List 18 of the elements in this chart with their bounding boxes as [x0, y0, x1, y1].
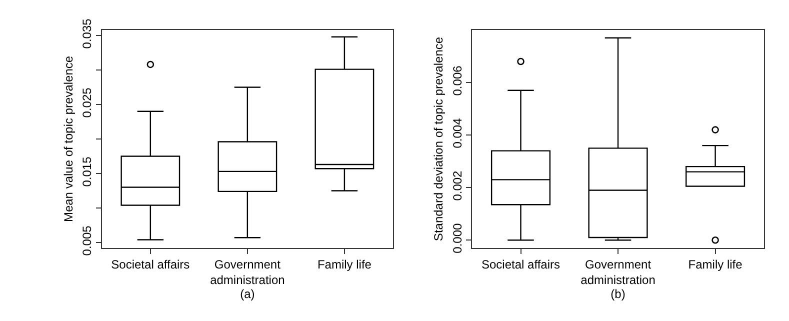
y-tick-label: 0.005: [80, 225, 94, 256]
x-tick-label: Family life: [317, 257, 372, 272]
y-tick-label: 0.002: [450, 170, 464, 201]
y-axis-title: Mean value of topic prevalence: [61, 56, 76, 222]
x-tick-label: Government administration: [210, 257, 285, 287]
y-tick-label: 0.015: [80, 156, 94, 187]
y-tick-label: 0.006: [450, 65, 464, 96]
x-tick-label: Family life: [688, 257, 743, 272]
y-tick-label: 0.000: [450, 222, 464, 254]
x-tick-label: Societal affairs: [111, 257, 190, 272]
y-tick-label: 0.004: [450, 118, 464, 148]
y-tick-label: 0.035: [80, 18, 94, 49]
x-tick-label: Government administration: [580, 257, 656, 287]
x-axis-title: (b): [610, 287, 626, 301]
x-axis-title: (a): [240, 287, 255, 301]
x-tick-label: Societal affairs: [482, 257, 560, 272]
y-axis-title: Standard deviation of topic prevalence: [432, 36, 446, 242]
y-tick-label: 0.025: [80, 87, 94, 118]
